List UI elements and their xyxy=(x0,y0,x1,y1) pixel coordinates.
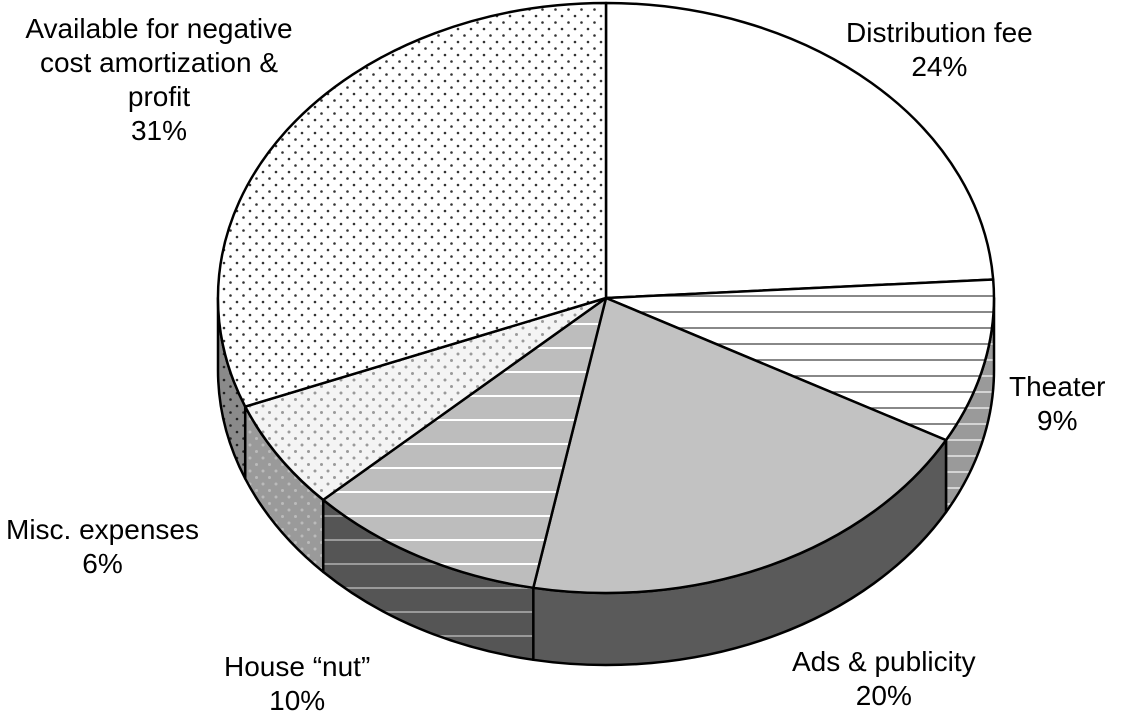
pie-slices xyxy=(216,1,996,595)
label-misc-expenses: Misc. expenses 6% xyxy=(6,514,199,579)
slice-available-for-negative-cost-amortization-profit xyxy=(216,1,608,408)
slice-theater xyxy=(604,278,996,442)
label-theater: Theater 9% xyxy=(1009,371,1106,436)
slice-distribution-fee xyxy=(604,1,995,300)
label-available-profit: Available for negative cost amortization… xyxy=(25,13,293,146)
label-house-nut: House “nut” 10% xyxy=(224,651,371,716)
slice-misc-expenses xyxy=(243,296,608,502)
slice-house-nut xyxy=(321,296,608,590)
slice-ads-publicity xyxy=(532,296,948,595)
label-ads-publicity: Ads & publicity 20% xyxy=(792,646,976,711)
label-distribution-fee: Distribution fee 24% xyxy=(846,17,1033,82)
